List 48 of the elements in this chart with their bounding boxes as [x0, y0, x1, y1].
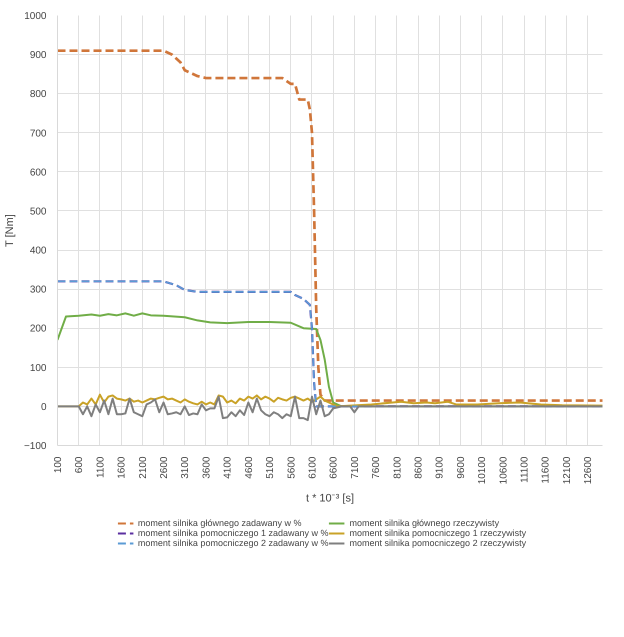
x-tick-label: 8600: [414, 456, 425, 479]
y-tick-label: 400: [30, 246, 47, 257]
x-tick-label: 12100: [562, 456, 573, 484]
x-axis-title: t * 10⁻³ [s]: [306, 492, 354, 504]
legend-label: moment silnika pomocniczego 1 rzeczywisty: [350, 528, 526, 538]
y-tick-label: 1000: [24, 11, 47, 22]
y-tick-label: 900: [30, 50, 47, 62]
legend-label: moment silnika pomocniczego 1 zadawany w %: [138, 528, 329, 538]
x-tick-label: 4100: [222, 456, 234, 479]
line-series: [58, 396, 602, 422]
y-tick-label: 700: [30, 128, 47, 140]
x-tick-label: 6600: [328, 456, 340, 479]
x-tick-label: 3600: [201, 456, 212, 479]
x-tick-label: 7100: [350, 456, 361, 479]
x-tick-label: 2100: [138, 456, 149, 479]
x-tick-label: 4600: [244, 456, 255, 479]
y-tick-label: 200: [30, 324, 47, 335]
legend-label: moment silnika pomocniczego 2 zadawany w %: [138, 538, 329, 548]
x-tick-label: 100: [53, 456, 64, 474]
x-tick-label: 11100: [520, 456, 531, 483]
x-tick-label: 9600: [456, 456, 467, 479]
x-tick-label: 1100: [95, 456, 106, 478]
x-tick-label: 10600: [498, 456, 510, 484]
x-tick-label: 1600: [116, 456, 128, 479]
x-tick-label: 2600: [159, 456, 170, 479]
x-tick-label: 10100: [477, 456, 488, 484]
legend-label: moment silnika pomocniczego 2 rzeczywisty: [350, 538, 526, 548]
x-tick-label: 5600: [286, 456, 298, 479]
legend-label: moment silnika głównego zadawany w %: [138, 518, 302, 528]
y-tick-label: 300: [30, 284, 47, 296]
x-tick-label: 3100: [180, 456, 192, 479]
y-tick-label: −100: [24, 441, 47, 452]
y-tick-label: 0: [40, 402, 47, 413]
x-tick-label: 5100: [265, 456, 276, 479]
x-tick-label: 6100: [307, 456, 318, 479]
x-tick-label: 7600: [371, 456, 382, 479]
y-tick-label: 600: [30, 167, 47, 178]
x-tick-label: 8100: [392, 456, 404, 479]
y-tick-label: 800: [30, 89, 47, 100]
legend-label: moment silnika głównego rzeczywisty: [350, 518, 500, 528]
y-tick-label: 500: [30, 206, 47, 218]
x-tick-label: 600: [74, 456, 86, 474]
line-series: [58, 49, 602, 402]
x-tick-label: 9100: [434, 456, 446, 479]
x-tick-label: 11600: [540, 456, 552, 484]
y-axis-title: T [Nm]: [4, 214, 16, 247]
y-tick-label: 100: [30, 362, 47, 374]
x-tick-label: 12600: [583, 456, 594, 484]
